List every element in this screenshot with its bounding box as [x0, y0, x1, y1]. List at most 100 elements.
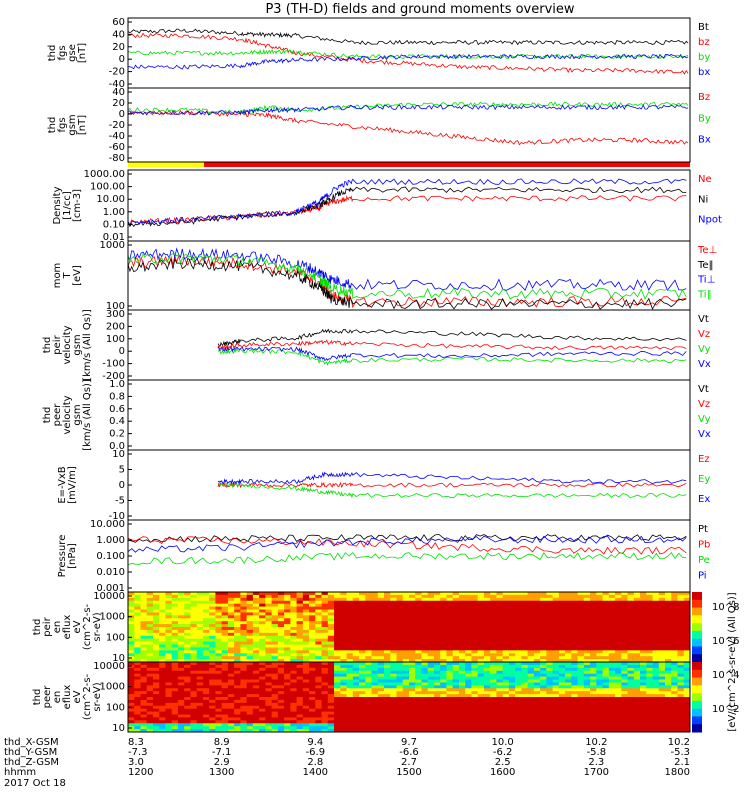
spectrogram-cell [259, 618, 266, 622]
spectrogram-cell [177, 705, 185, 710]
spectrogram-cell [315, 682, 323, 686]
spectrogram-cell [608, 594, 616, 599]
spectrogram-cell [152, 627, 160, 631]
spectrogram-cell [334, 600, 341, 605]
colorbar-segment [692, 685, 702, 694]
spectrogram-cell [265, 705, 273, 710]
spectrogram-cell [227, 667, 235, 672]
spectrogram-cell [252, 659, 260, 663]
spectrogram-cell [352, 659, 360, 663]
spectrogram-cell [259, 714, 266, 718]
spectrogram-cell [284, 594, 291, 599]
spectrogram-cell [521, 618, 529, 622]
spectrogram-cell [452, 656, 460, 660]
spectrogram-cell [583, 691, 591, 695]
spectrogram-cell [302, 720, 310, 724]
spectrogram-cell [128, 664, 135, 669]
spectrogram-cell [446, 597, 454, 602]
spectrogram-cell [646, 624, 654, 628]
spectrogram-cell [234, 653, 241, 657]
spectrogram-cell [352, 621, 360, 625]
spectrogram-cell [521, 653, 529, 657]
spectrogram-cell [515, 714, 522, 718]
spectrogram-cell [440, 647, 447, 651]
spectrogram-cell [359, 638, 366, 643]
spectrogram-cell [128, 592, 135, 596]
spectrogram-cell [352, 632, 360, 637]
spectrogram-cell [265, 679, 273, 683]
spectrogram-cell [540, 691, 547, 695]
spectrogram-cell [533, 691, 541, 695]
spectrogram-cell [334, 656, 341, 660]
spectrogram-cell [658, 662, 666, 666]
spectrogram-cell [415, 670, 422, 675]
spectrogram-cell [409, 597, 416, 602]
y-axis-label: E=-VxB [57, 466, 68, 503]
y-tick-label: 0.001 [96, 583, 125, 594]
spectrogram-cell [315, 708, 323, 713]
spectrogram-cell [234, 594, 241, 599]
series-line-Pi [127, 535, 687, 553]
spectrogram-cell [521, 656, 529, 660]
spectrogram-cell [146, 723, 154, 727]
spectrogram-cell [265, 609, 273, 613]
legend-Npot: Npot [698, 215, 722, 226]
spectrogram-cell [265, 650, 273, 654]
spectrogram-cell [371, 592, 379, 596]
spectrogram-cell [452, 659, 460, 663]
spectrogram-cell [240, 621, 248, 625]
spectrogram-cell [321, 659, 329, 663]
spectrogram-cell [496, 644, 504, 648]
spectrogram-cell [596, 676, 604, 680]
spectrogram-cell [583, 699, 591, 704]
spectrogram-cell [433, 726, 441, 730]
spectrogram-cell [165, 597, 173, 602]
spectrogram-cell [165, 627, 173, 631]
spectrogram-cell [390, 662, 398, 666]
spectrogram-cell [396, 644, 404, 648]
spectrogram-cell [627, 720, 635, 724]
spectrogram-cell [165, 714, 173, 718]
legend-Ex: Ex [698, 494, 710, 505]
spectrogram-cell [515, 592, 522, 596]
spectrogram-cell [152, 667, 160, 672]
spectrogram-cell [490, 705, 497, 710]
spectrogram-cell [458, 641, 466, 645]
spectrogram-cell [259, 644, 266, 648]
spectrogram-cell [621, 708, 629, 713]
spectrogram-cell [471, 629, 479, 634]
spectrogram-cell [433, 673, 441, 678]
spectrogram-cell [140, 679, 148, 683]
spectrogram-cell [483, 606, 491, 610]
spectrogram-cell [371, 726, 379, 730]
spectrogram-cell [590, 650, 597, 654]
spectrogram-cell [558, 676, 566, 680]
spectrogram-cell [465, 699, 472, 704]
spectrogram-cell [540, 647, 547, 651]
spectrogram-cell [402, 653, 410, 657]
spectrogram-cell [646, 594, 654, 599]
spectrogram-cell [221, 606, 229, 610]
spectrogram-cell [452, 594, 460, 599]
spectrogram-cell [596, 609, 604, 613]
spectrogram-cell [340, 647, 348, 651]
spectrogram-cell [371, 621, 379, 625]
spectrogram-cell [415, 653, 422, 657]
spectrogram-cell [202, 612, 210, 616]
spectrogram-cell [533, 726, 541, 730]
spectrogram-cell [683, 679, 691, 683]
legend-Ey: Ey [698, 474, 710, 485]
spectrogram-cell [677, 635, 685, 640]
spectrogram-cell [583, 673, 591, 678]
spectrogram-cell [540, 720, 547, 724]
spectrogram-cell [565, 650, 572, 654]
spectrogram-cell [371, 688, 379, 692]
spectrogram-cell [277, 726, 285, 730]
spectrogram-cell [433, 702, 441, 707]
spectrogram-cell [502, 705, 510, 710]
spectrogram-cell [246, 685, 254, 689]
spectrogram-cell [483, 685, 491, 689]
spectrogram-cell [427, 699, 435, 704]
spectrogram-cell [646, 641, 654, 645]
spectrogram-cell [240, 705, 248, 710]
